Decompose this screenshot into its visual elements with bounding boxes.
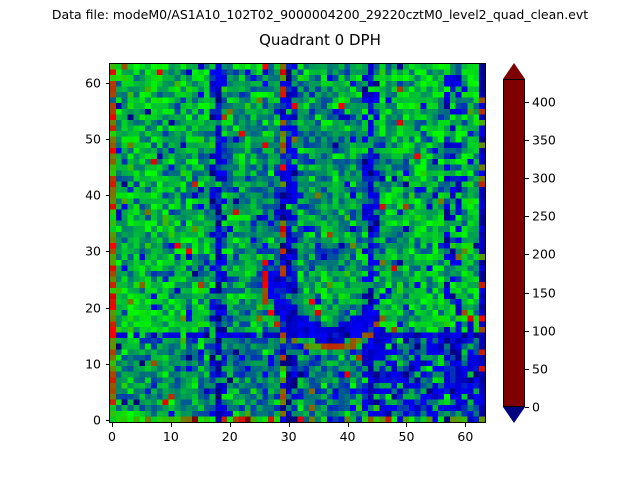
x-tick-mark <box>229 423 231 427</box>
colorbar: 0 50 100 150 200 250 300 350 400 <box>503 63 556 423</box>
y-tick-label: 0 <box>93 412 101 428</box>
colorbar-extend-top-arrow <box>503 63 525 79</box>
x-tick-label: 40 <box>339 429 356 444</box>
y-tick-label: 60 <box>85 75 101 91</box>
colorbar-body <box>503 79 525 407</box>
data-file-caption: Data file: modeM0/AS1A10_102T02_90000042… <box>51 7 589 22</box>
colorbar-gradient <box>504 80 524 406</box>
x-tick-mark <box>347 423 349 427</box>
x-tick-mark <box>465 423 467 427</box>
colorbar-tick-mark <box>525 292 529 294</box>
dph-heatmap-image <box>110 64 485 422</box>
colorbar-tick-mark <box>525 254 529 256</box>
y-tick-label: 40 <box>85 187 101 203</box>
x-tick-label: 20 <box>221 429 238 444</box>
x-tick-mark <box>111 423 113 427</box>
x-tick-mark <box>288 423 290 427</box>
colorbar-tick-label: 150 <box>532 285 556 301</box>
y-tick-mark <box>105 420 109 422</box>
y-tick-mark <box>105 195 109 197</box>
y-tick-mark <box>105 307 109 309</box>
page-title: Quadrant 0 DPH <box>259 31 381 49</box>
colorbar-tick-label: 200 <box>532 246 556 262</box>
colorbar-tick-label: 350 <box>532 132 556 148</box>
x-tick-label: 60 <box>457 429 474 444</box>
y-tick-mark <box>105 138 109 140</box>
x-tick-label: 10 <box>162 429 179 444</box>
colorbar-tick-mark <box>525 330 529 332</box>
colorbar-tick-label: 400 <box>532 94 556 110</box>
x-tick-label: 30 <box>280 429 297 444</box>
heatmap-axes <box>109 63 486 423</box>
y-tick-label: 10 <box>85 356 101 372</box>
y-tick-label: 30 <box>85 243 101 259</box>
colorbar-tick-mark <box>525 140 529 142</box>
colorbar-tick-mark <box>525 368 529 370</box>
colorbar-tick-mark <box>525 178 529 180</box>
colorbar-tick-mark <box>525 407 529 408</box>
y-tick-label: 20 <box>85 300 101 316</box>
x-tick-label: 0 <box>107 429 116 444</box>
x-tick-mark <box>170 423 172 427</box>
x-tick-label: 50 <box>398 429 415 444</box>
colorbar-tick-label: 0 <box>532 399 540 415</box>
y-tick-mark <box>105 251 109 253</box>
colorbar-tick-mark <box>525 101 529 103</box>
colorbar-tick-label: 100 <box>532 323 556 339</box>
colorbar-tick-label: 300 <box>532 170 556 186</box>
colorbar-tick-mark <box>525 216 529 218</box>
colorbar-extend-bottom-arrow <box>503 407 525 423</box>
colorbar-tick-label: 250 <box>532 208 556 224</box>
y-tick-mark <box>105 363 109 365</box>
colorbar-tick-label: 50 <box>532 361 548 377</box>
y-tick-label: 50 <box>85 131 101 147</box>
x-tick-mark <box>406 423 408 427</box>
y-tick-mark <box>105 82 109 84</box>
